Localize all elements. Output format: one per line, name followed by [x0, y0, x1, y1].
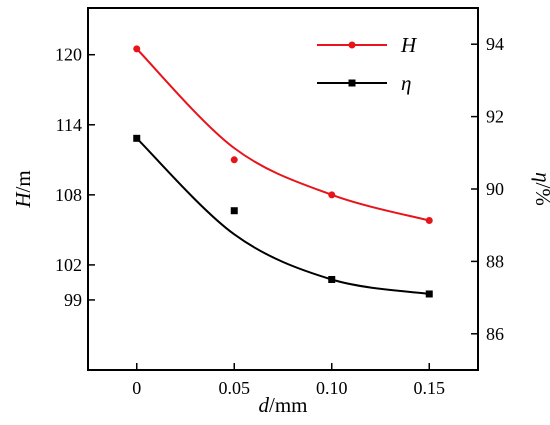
series-H-point [230, 156, 238, 164]
series-eta-point [328, 276, 336, 283]
legend-label: η [401, 71, 411, 95]
series-H-point [133, 45, 141, 53]
x-tick-label: 0.05 [219, 378, 251, 398]
x-tick-label: 0.15 [414, 378, 446, 398]
legend-marker [348, 79, 356, 87]
right-tick-label: 88 [486, 251, 504, 271]
left-tick-label: 120 [55, 45, 82, 65]
series-layer [133, 45, 433, 298]
left-tick-label: 102 [55, 255, 82, 275]
legend-marker [348, 41, 356, 49]
series-H-point [425, 217, 433, 225]
series-eta-line [136, 137, 430, 295]
right-tick-label: 90 [486, 179, 504, 199]
series-H-point [328, 191, 336, 199]
right-tick-label: 86 [486, 324, 504, 344]
left-tick-label: 99 [64, 290, 82, 310]
series-eta-point [133, 134, 141, 142]
left-tick-label: 114 [56, 115, 82, 135]
right-tick-label: 94 [486, 34, 504, 54]
x-tick-label: 0.10 [316, 378, 348, 398]
left-axis-title: H/m [11, 170, 35, 208]
series-H-line [136, 48, 430, 222]
legend-label: H [400, 33, 418, 57]
left-tick-label: 108 [55, 185, 82, 205]
series-eta-point [230, 207, 238, 215]
series-eta-point [425, 290, 433, 298]
legend: Hη [317, 33, 418, 95]
x-tick-label: 0 [132, 378, 141, 398]
right-tick-label: 92 [486, 107, 504, 127]
axes: 0 0.05 0.10 0.15 99 102 108 114 120 86 88 90 92 94 [55, 7, 504, 398]
axis-titles: d/mm H/m η/% [11, 170, 550, 417]
x-axis-title: d/mm [258, 393, 307, 417]
plot-frame [87, 7, 479, 371]
right-axis-title: η/% [531, 172, 550, 206]
